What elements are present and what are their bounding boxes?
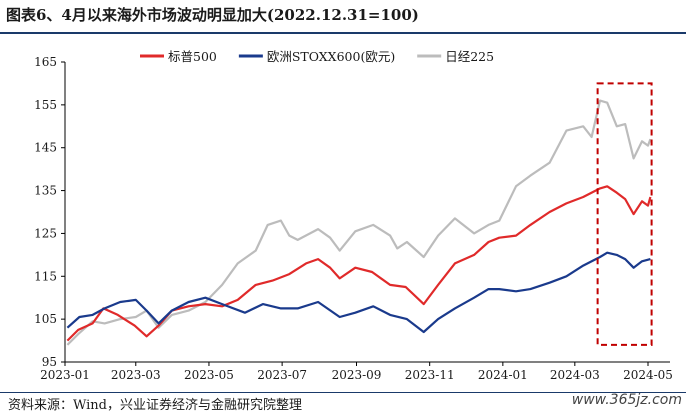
- legend-label-2: 日经225: [445, 49, 494, 64]
- y-tick-label: 125: [34, 226, 57, 240]
- source-note: 资料来源：Wind，兴业证券经济与金融研究院整理: [8, 398, 302, 413]
- x-tick-label: 2024-01: [478, 368, 528, 382]
- x-tick-label: 2024-05: [623, 368, 673, 382]
- site-watermark: www.365jz.com: [571, 392, 682, 408]
- legend-label-1: 欧洲STOXX600(欧元): [267, 49, 395, 64]
- y-tick-label: 165: [34, 55, 57, 69]
- chart-title: 图表6、4月以来海外市场波动明显加大(2022.12.31=100): [6, 6, 419, 24]
- y-tick-label: 105: [34, 312, 57, 326]
- series-line-2: [66, 99, 652, 346]
- y-tick-label: 135: [34, 184, 57, 198]
- series-line-1: [66, 251, 651, 334]
- x-tick-label: 2024-03: [550, 368, 600, 382]
- series-line-0: [66, 185, 652, 342]
- x-tick-label: 2023-11: [405, 368, 455, 382]
- title-divider: [0, 32, 686, 34]
- highlight-box: [596, 82, 653, 346]
- x-tick-label: 2023-03: [111, 368, 161, 382]
- x-tick-label: 2023-05: [184, 368, 234, 382]
- y-tick-label: 145: [34, 141, 57, 155]
- y-tick-label: 155: [34, 98, 57, 112]
- y-tick-label: 115: [34, 269, 57, 283]
- y-tick-label: 95: [42, 355, 57, 369]
- line-chart: 95 105 115 125 135 145 155 165 2023-01 2023-03 202…: [34, 49, 673, 382]
- legend-label-0: 标普500: [168, 49, 217, 64]
- x-tick-label: 2023-01: [40, 368, 90, 382]
- x-tick-label: 2023-07: [257, 368, 307, 382]
- x-tick-label: 2023-09: [332, 368, 382, 382]
- footer-divider: [0, 392, 686, 393]
